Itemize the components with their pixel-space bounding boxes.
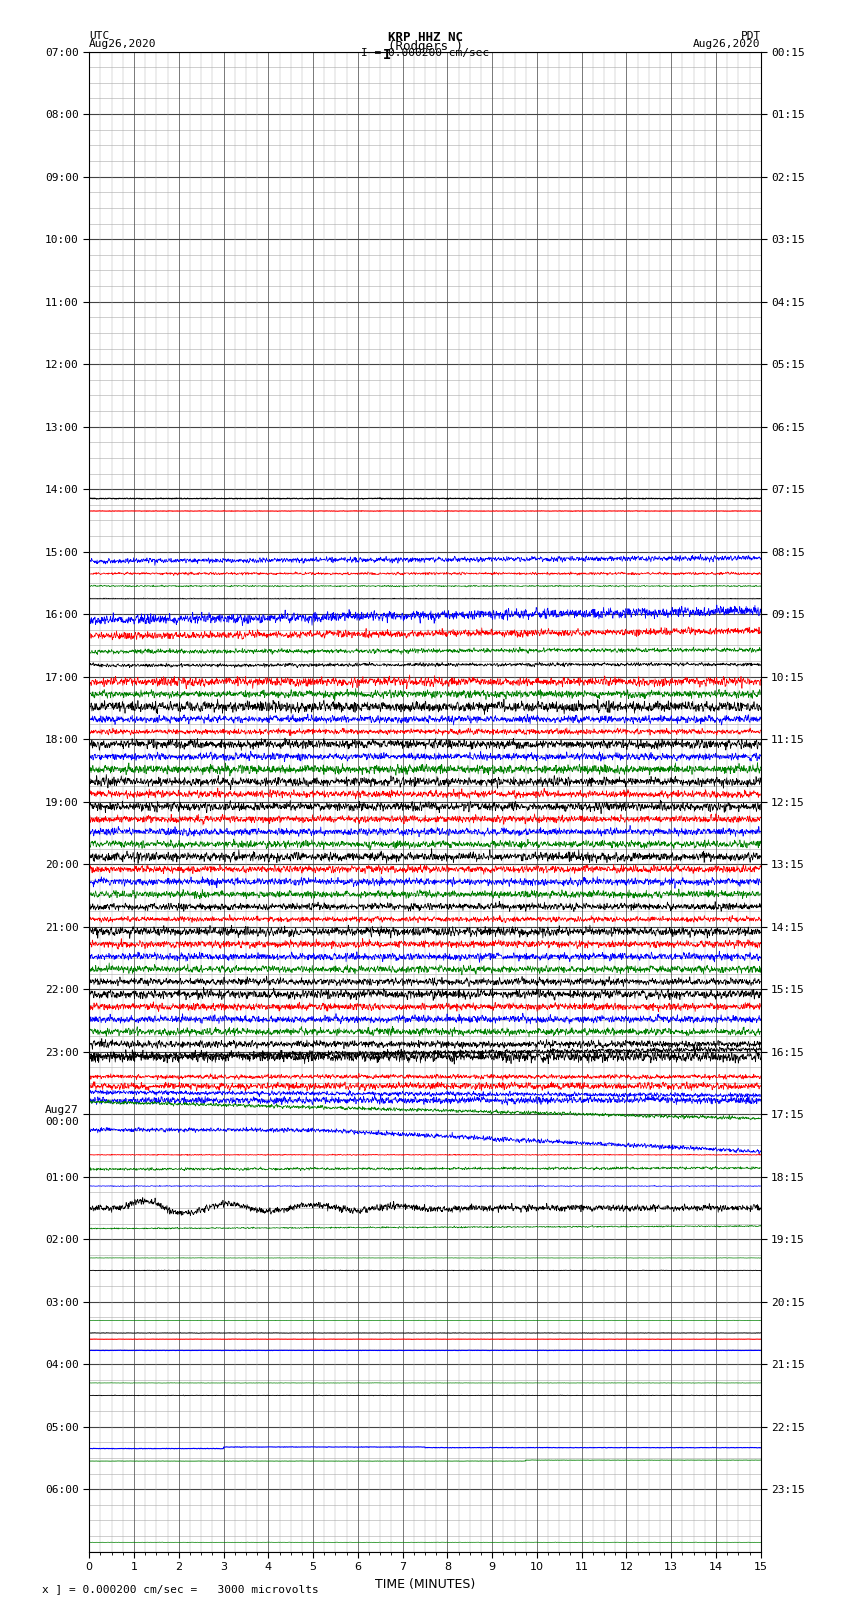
Text: PDT: PDT: [740, 31, 761, 42]
Text: I = 0.000200 cm/sec: I = 0.000200 cm/sec: [361, 47, 489, 58]
Text: x ] = 0.000200 cm/sec =   3000 microvolts: x ] = 0.000200 cm/sec = 3000 microvolts: [42, 1584, 320, 1594]
Text: Aug26,2020: Aug26,2020: [694, 39, 761, 48]
Text: KRP HHZ NC: KRP HHZ NC: [388, 31, 462, 45]
Text: I: I: [382, 47, 391, 61]
X-axis label: TIME (MINUTES): TIME (MINUTES): [375, 1578, 475, 1590]
Text: (Rodgers ): (Rodgers ): [388, 39, 462, 53]
Text: Aug26,2020: Aug26,2020: [89, 39, 156, 48]
Text: UTC: UTC: [89, 31, 110, 42]
